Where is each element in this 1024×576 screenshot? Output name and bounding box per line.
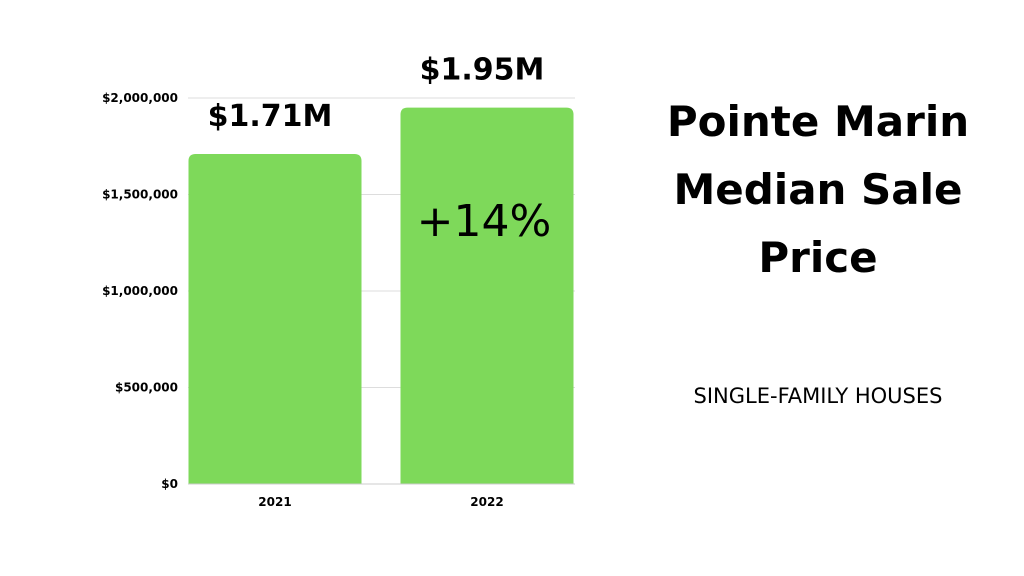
y-tick-label: $500,000 xyxy=(115,381,178,395)
chart-subtitle: SINGLE-FAMILY HOUSES xyxy=(693,384,943,408)
x-tick-label: 2022 xyxy=(470,495,503,509)
change-annotation: +14% xyxy=(417,196,552,247)
title-line-3: Price xyxy=(758,233,878,282)
bar-chart: $0 $500,000 $1,000,000 $1,500,000 $2,000,000… xyxy=(102,53,575,509)
title-line-2: Median Sale xyxy=(673,165,963,214)
y-tick-label: $1,000,000 xyxy=(102,284,178,298)
y-tick-label: $1,500,000 xyxy=(102,188,178,202)
y-tick-label: $0 xyxy=(161,477,178,491)
bar xyxy=(400,107,574,485)
title-line-1: Pointe Marin xyxy=(666,97,970,146)
y-tick-label: $2,000,000 xyxy=(102,91,178,105)
bar-value-label: $1.95M xyxy=(420,53,545,88)
x-tick-label: 2021 xyxy=(258,495,291,509)
bar xyxy=(188,153,362,484)
chart-title: Pointe Marin Median Sale Price xyxy=(608,88,1024,292)
bar-value-label: $1.71M xyxy=(208,99,333,134)
